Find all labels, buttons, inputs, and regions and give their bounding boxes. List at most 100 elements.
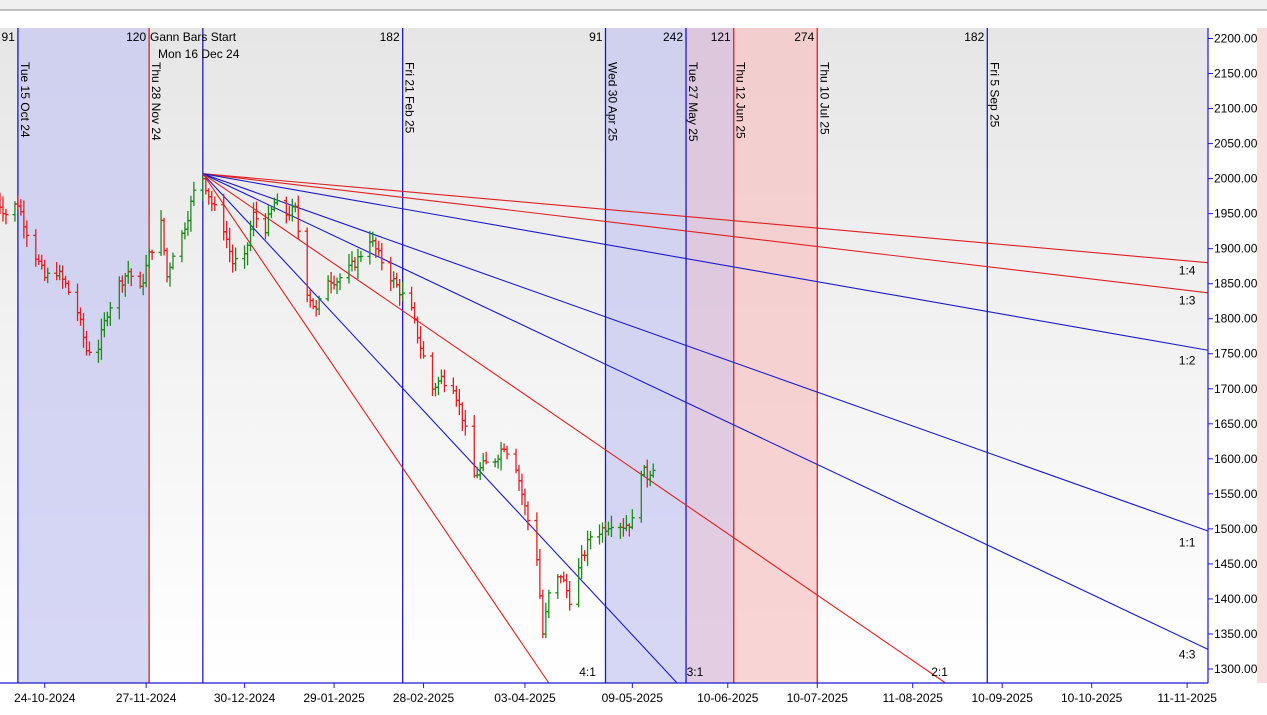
y-tick-label-4: 1500.00 xyxy=(1214,522,1258,536)
x-tick-label-11: 10-10-2025 xyxy=(1061,691,1123,705)
price-bar-158 xyxy=(650,463,656,478)
cycle-count-label-5: 242 xyxy=(663,30,683,44)
cycle-count-label-0: 91 xyxy=(2,30,16,44)
gann-ratio-label-7: 4:1 xyxy=(579,665,596,679)
cycle-date-label-0: Tue 15 Oct 24 xyxy=(18,62,32,138)
x-tick-label-6: 09-05-2025 xyxy=(602,691,664,705)
y-tick-label-15: 2050.00 xyxy=(1214,137,1258,151)
price-bar-103 xyxy=(421,341,427,359)
x-tick-label-5: 03-04-2025 xyxy=(494,691,556,705)
price-bar-18 xyxy=(66,280,72,295)
price-bar-153 xyxy=(629,509,635,530)
gann-ratio-label-4: 4:3 xyxy=(1179,647,1196,661)
price-bar-93 xyxy=(379,242,385,271)
price-bar-68 xyxy=(274,193,280,206)
shaded-regions xyxy=(17,28,818,683)
price-bar-53 xyxy=(212,196,218,211)
annotation-line2: Mon 16 Dec 24 xyxy=(158,47,240,61)
x-tick-label-10: 10-09-2025 xyxy=(971,691,1033,705)
y-tick-label-6: 1600.00 xyxy=(1214,452,1258,466)
shaded-region-2 xyxy=(686,28,734,683)
price-bar-138 xyxy=(567,580,573,611)
y-tick-label-0: 1300.00 xyxy=(1214,662,1258,676)
y-tick-label-1: 1350.00 xyxy=(1214,627,1258,641)
gann-start-annotation: Gann Bars Start Mon 16 Dec 24 xyxy=(150,30,240,61)
cycle-date-label-1: Thu 28 Nov 24 xyxy=(149,62,163,141)
gann-line-0 xyxy=(202,173,1209,264)
gann-ratio-label-5: 2:1 xyxy=(931,665,948,679)
y-tick-label-17: 2150.00 xyxy=(1214,67,1258,81)
vertical-cycle-lines xyxy=(17,28,988,683)
price-bar-48 xyxy=(191,181,197,206)
cycle-date-label-5: Tue 27 May 25 xyxy=(686,62,700,142)
gann-line-5 xyxy=(202,173,946,684)
price-bar-148 xyxy=(608,515,614,538)
shaded-region-3 xyxy=(733,28,818,683)
gann-line-6 xyxy=(202,173,678,684)
y-tick-label-9: 1750.00 xyxy=(1214,347,1258,361)
y-tick-label-18: 2200.00 xyxy=(1214,32,1258,46)
gann-line-2 xyxy=(202,173,1209,351)
price-bar-3 xyxy=(3,208,9,225)
gann-ratio-label-6: 3:1 xyxy=(687,665,704,679)
y-tick-label-14: 2000.00 xyxy=(1214,172,1258,186)
price-bar-83 xyxy=(337,273,343,291)
y-axis-edge-band xyxy=(1257,28,1267,683)
price-bar-133 xyxy=(546,589,552,619)
price-bar-23 xyxy=(86,341,92,356)
price-bar-118 xyxy=(483,451,489,465)
price-bar-78 xyxy=(316,295,322,316)
y-tick-label-3: 1450.00 xyxy=(1214,557,1258,571)
x-tick-label-3: 29-01-2025 xyxy=(303,691,365,705)
price-bar-98 xyxy=(400,281,406,302)
price-bar-43 xyxy=(170,252,176,270)
cycle-labels: Tue 15 Oct 24 91 Thu 28 Nov 24 120 Fri 21 Fe… xyxy=(2,30,1002,142)
y-tick-label-13: 1950.00 xyxy=(1214,207,1258,221)
cycle-count-label-7: 274 xyxy=(794,30,814,44)
price-bar-123 xyxy=(504,445,510,460)
shaded-region-1 xyxy=(605,28,687,683)
x-tick-label-2: 30-12-2024 xyxy=(214,691,276,705)
x-tick-label-1: 27-11-2024 xyxy=(116,691,177,705)
gann-ratio-label-3: 1:1 xyxy=(1179,535,1196,549)
cycle-date-label-6: Thu 12 Jun 25 xyxy=(734,62,748,139)
price-bar-88 xyxy=(358,250,364,262)
x-tick-label-12: 11-11-2025 xyxy=(1157,691,1217,705)
y-tick-label-10: 1800.00 xyxy=(1214,312,1258,326)
shaded-region-0 xyxy=(17,28,150,683)
price-bar-108 xyxy=(441,369,447,393)
price-bar-28 xyxy=(107,301,113,326)
x-tick-label-9: 11-08-2025 xyxy=(882,691,943,705)
price-bar-13 xyxy=(45,267,51,284)
price-bar-63 xyxy=(254,201,260,229)
price-bar-113 xyxy=(462,410,468,436)
cycle-date-label-8: Fri 5 Sep 25 xyxy=(987,62,1001,128)
y-tick-label-11: 1850.00 xyxy=(1214,277,1258,291)
cycle-count-label-3: 182 xyxy=(380,30,400,44)
price-bar-8 xyxy=(24,220,30,247)
plot-background xyxy=(0,28,1208,683)
price-bar-73 xyxy=(295,195,301,239)
gann-ratio-label-0: 1:4 xyxy=(1179,264,1196,278)
top-border xyxy=(0,0,1267,10)
gann-line-7 xyxy=(202,173,550,684)
price-bar-38 xyxy=(149,249,155,260)
price-bar-33 xyxy=(128,268,134,287)
x-tick-label-7: 10-06-2025 xyxy=(697,691,759,705)
y-tick-label-7: 1650.00 xyxy=(1214,417,1258,431)
cycle-count-label-8: 182 xyxy=(964,30,984,44)
cycle-date-label-7: Thu 10 Jul 25 xyxy=(817,62,831,135)
cycle-count-label-4: 91 xyxy=(589,30,603,44)
y-tick-label-5: 1550.00 xyxy=(1214,487,1258,501)
gann-ratio-label-1: 1:3 xyxy=(1179,294,1196,308)
annotation-line1: Gann Bars Start xyxy=(150,30,237,44)
gann-ratio-label-2: 1:2 xyxy=(1179,353,1196,367)
cycle-date-label-4: Wed 30 Apr 25 xyxy=(605,62,619,141)
gann-line-1 xyxy=(202,173,1209,294)
price-bar-143 xyxy=(588,530,594,550)
y-axis: 1300.00 1350.00 1400.00 1450.00 1500.00 1550.… xyxy=(1207,28,1267,683)
x-axis: 24-10-2024 27-11-2024 30-12-2024 29-01-2025… xyxy=(0,682,1217,705)
price-bars xyxy=(0,175,656,639)
